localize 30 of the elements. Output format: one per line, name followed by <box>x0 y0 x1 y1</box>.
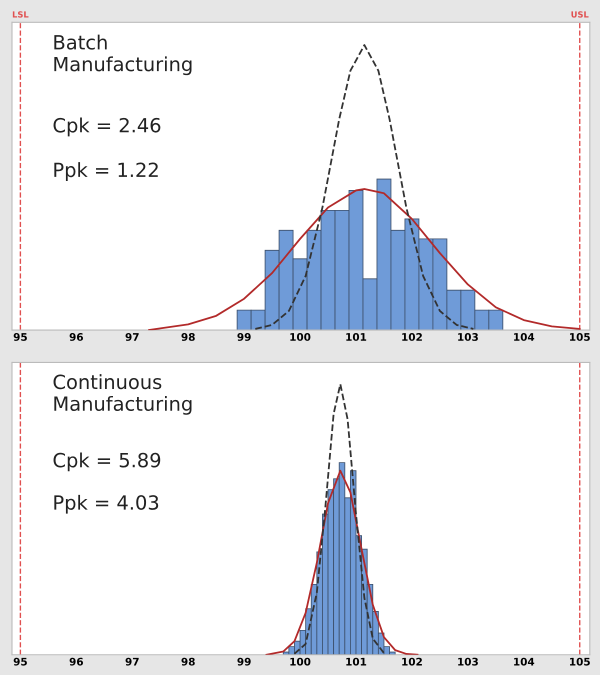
x-tick-label: 95 <box>14 658 27 666</box>
x-tick-label: 98 <box>181 658 195 666</box>
x-tick-label: 103 <box>458 658 478 666</box>
x-tick-label: 96 <box>70 658 84 666</box>
x-tick-label: 101 <box>346 333 366 341</box>
x-tick-label: 105 <box>570 333 590 341</box>
x-tick-label: 98 <box>181 333 195 341</box>
x-tick-label: 102 <box>402 658 422 666</box>
annotation: Cpk = 2.46 <box>54 118 160 136</box>
x-tick-label: 100 <box>290 658 310 666</box>
x-tick-label: 96 <box>70 333 84 341</box>
x-tick-label: 103 <box>458 333 478 341</box>
chart-title: Batch Manufacturing <box>54 34 192 76</box>
x-tick-label: 105 <box>570 658 590 666</box>
annotation: Cpk = 5.89 <box>54 452 160 472</box>
x-tick-label: 97 <box>126 333 139 341</box>
x-tick-label: 104 <box>514 658 534 666</box>
x-tick-label: 97 <box>126 658 139 666</box>
ref-line-label: USL <box>571 11 589 18</box>
x-tick-label: 99 <box>237 333 251 341</box>
annotation: Ppk = 4.03 <box>54 494 158 514</box>
x-tick-label: 102 <box>402 333 422 341</box>
annotation: Ppk = 1.22 <box>54 162 158 181</box>
x-tick-label: 95 <box>14 333 27 341</box>
chart-title: Continuous Manufacturing <box>54 374 192 415</box>
ref-line-label: LSL <box>12 11 28 18</box>
x-tick-label: 99 <box>237 658 251 666</box>
x-tick-label: 104 <box>514 333 534 341</box>
x-tick-label: 101 <box>346 658 366 666</box>
x-tick-label: 100 <box>290 333 310 341</box>
